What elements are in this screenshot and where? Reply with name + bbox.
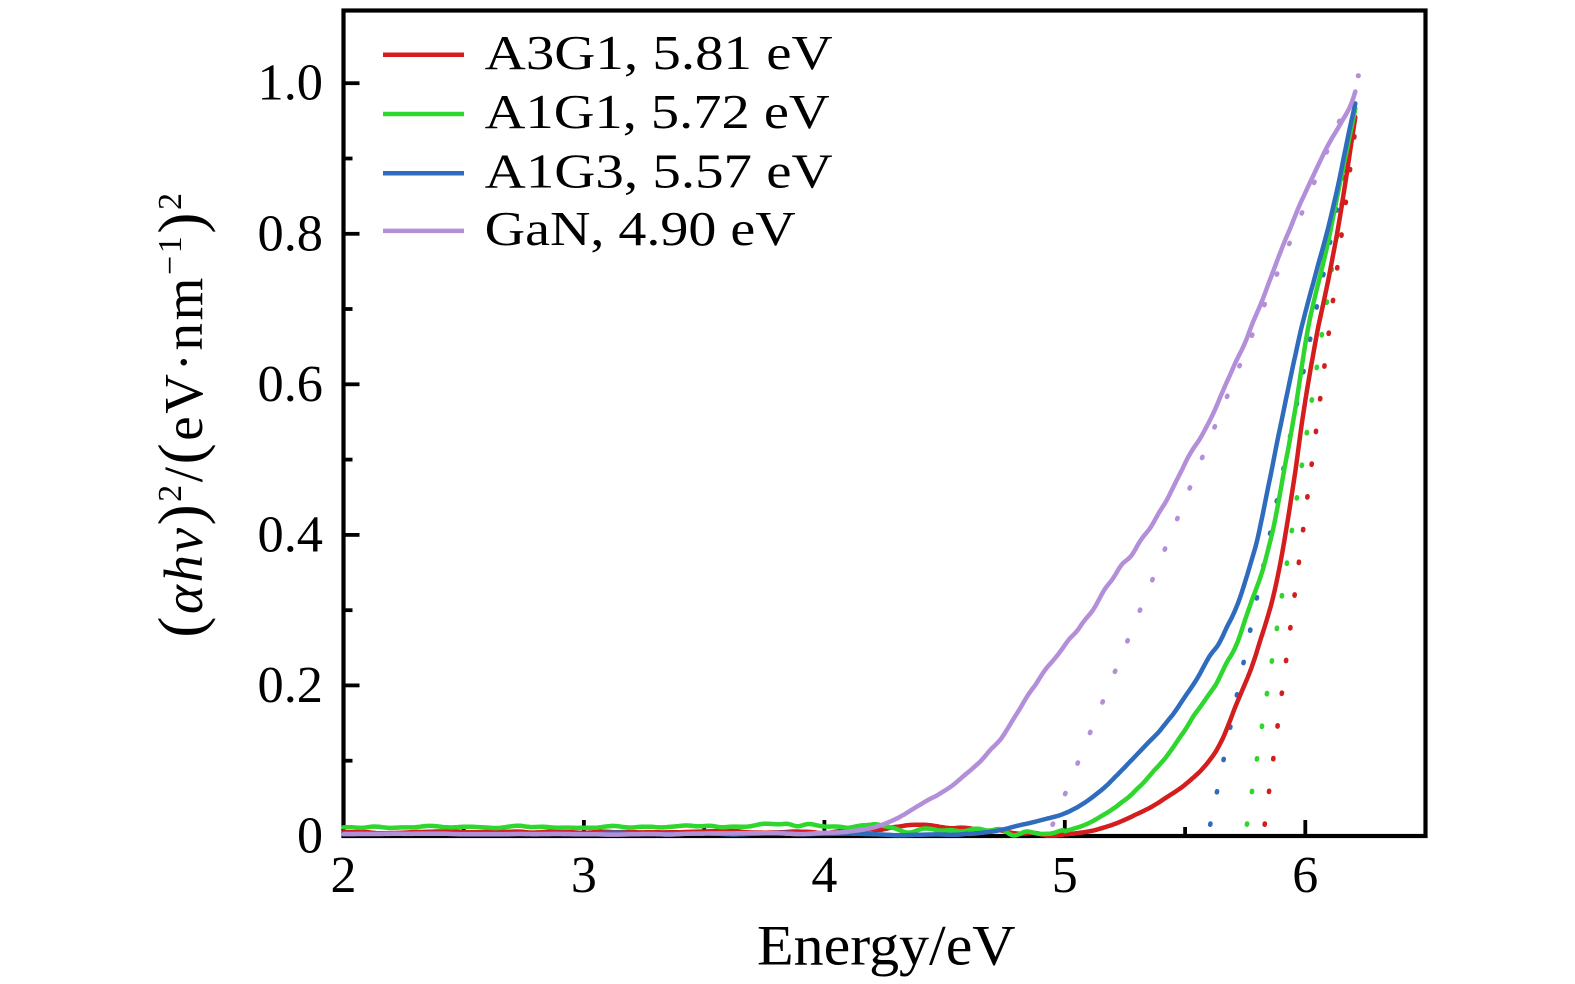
svg-text:2: 2 xyxy=(331,847,357,904)
svg-text:A3G1, 5.81 eV: A3G1, 5.81 eV xyxy=(485,25,833,80)
svg-text:A1G1, 5.72 eV: A1G1, 5.72 eV xyxy=(485,84,830,139)
svg-text:3: 3 xyxy=(571,847,597,904)
svg-text:A1G3, 5.57 eV: A1G3, 5.57 eV xyxy=(485,143,833,198)
svg-text:GaN, 4.90 eV: GaN, 4.90 eV xyxy=(485,201,796,256)
svg-text:(αhv)2/(eV·nm−1)2: (αhv)2/(eV·nm−1)2 xyxy=(146,190,216,637)
svg-text:0.8: 0.8 xyxy=(258,205,324,262)
svg-text:5: 5 xyxy=(1052,847,1078,904)
svg-text:0.4: 0.4 xyxy=(258,506,324,563)
svg-text:0.2: 0.2 xyxy=(258,657,324,714)
svg-text:0: 0 xyxy=(297,808,323,865)
svg-text:Energy/eV: Energy/eV xyxy=(757,915,1016,978)
svg-text:0.6: 0.6 xyxy=(258,356,324,413)
svg-text:6: 6 xyxy=(1292,847,1318,904)
svg-text:1.0: 1.0 xyxy=(258,55,324,112)
svg-text:4: 4 xyxy=(811,847,837,904)
